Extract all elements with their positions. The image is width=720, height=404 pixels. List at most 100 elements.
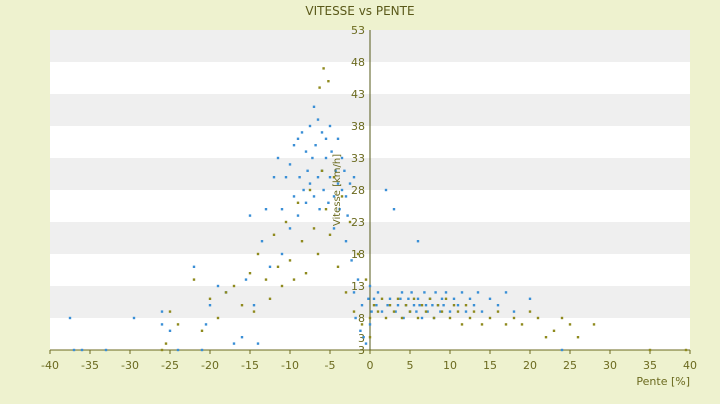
scatter-point — [288, 227, 292, 230]
scatter-point — [80, 348, 84, 352]
scatter-point — [362, 336, 365, 339]
scatter-point — [244, 278, 248, 281]
scatter-point — [426, 310, 429, 313]
scatter-point — [464, 304, 468, 307]
scatter-point — [200, 329, 204, 332]
y-tick-label: 3 — [358, 332, 365, 345]
scatter-point — [160, 310, 164, 313]
scatter-point — [399, 297, 402, 300]
scatter-point — [292, 278, 296, 281]
scatter-point — [396, 297, 400, 300]
scatter-point — [432, 316, 436, 320]
scatter-point — [296, 137, 300, 140]
scatter-point — [164, 342, 168, 345]
scatter-point — [308, 188, 312, 192]
x-tick-label: 15 — [483, 359, 497, 372]
x-tick-label: -10 — [281, 359, 299, 372]
scatter-point — [352, 291, 356, 294]
scatter-point — [324, 208, 328, 211]
x-tick-label: -20 — [201, 359, 219, 372]
scatter-point — [528, 310, 532, 313]
scatter-point — [512, 316, 516, 320]
scatter-point — [360, 304, 364, 307]
scatter-point — [344, 195, 348, 198]
scatter-point — [402, 316, 405, 320]
scatter-point — [272, 233, 276, 236]
scatter-point — [232, 342, 236, 345]
scatter-point — [352, 176, 356, 179]
scatter-point — [434, 291, 437, 294]
scatter-point — [322, 67, 325, 70]
scatter-point — [367, 297, 370, 300]
scatter-point — [384, 316, 388, 320]
scatter-point — [423, 291, 426, 294]
scatter-point — [72, 348, 76, 352]
scatter-point — [356, 252, 360, 256]
scatter-point — [276, 265, 280, 268]
y-tick-label: 13 — [351, 280, 365, 293]
scatter-point — [576, 336, 580, 339]
scatter-point — [338, 208, 341, 211]
scatter-point — [460, 291, 464, 294]
scatter-point — [312, 105, 316, 108]
x-tick-label: 20 — [523, 359, 537, 372]
scatter-point — [280, 208, 284, 211]
scatter-point — [348, 220, 352, 224]
scatter-point — [354, 316, 357, 320]
scatter-point — [288, 259, 292, 262]
scatter-point — [440, 310, 444, 313]
scatter-point — [334, 169, 337, 172]
scatter-point — [544, 336, 548, 339]
scatter-point — [436, 304, 440, 307]
x-tick-label: 40 — [683, 359, 697, 372]
scatter-point — [272, 176, 276, 179]
scatter-point — [448, 310, 452, 313]
scatter-point — [496, 310, 500, 313]
x-tick-label: -35 — [81, 359, 99, 372]
scatter-point — [404, 304, 408, 307]
x-tick-label: -25 — [161, 359, 179, 372]
x-tick-label: -40 — [41, 359, 59, 372]
scatter-point — [364, 278, 368, 281]
scatter-point — [344, 240, 348, 243]
scatter-point — [296, 201, 300, 204]
scatter-point — [284, 220, 288, 224]
scatter-point — [592, 323, 596, 326]
scatter-point — [324, 156, 328, 160]
scatter-point — [444, 291, 448, 294]
x-tick-label: -5 — [325, 359, 336, 372]
scatter-point — [456, 304, 460, 307]
scatter-point — [464, 310, 468, 313]
scatter-point — [424, 304, 428, 307]
scatter-point — [288, 163, 292, 166]
scatter-point — [316, 252, 320, 256]
scatter-point — [394, 310, 397, 313]
scatter-point — [216, 316, 220, 320]
scatter-point — [176, 323, 180, 326]
x-tick-label: 0 — [367, 359, 374, 372]
scatter-point — [439, 310, 442, 313]
scatter-point — [359, 329, 362, 332]
scatter-point — [320, 131, 324, 134]
scatter-point — [343, 169, 346, 172]
scatter-point — [160, 323, 164, 326]
scatter-point — [264, 278, 268, 281]
x-tick-label: 30 — [603, 359, 617, 372]
scatter-point — [396, 304, 400, 307]
scatter-point — [252, 304, 256, 307]
scatter-point — [252, 310, 256, 313]
scatter-point — [560, 348, 564, 352]
y-tick-label: 48 — [351, 56, 365, 69]
data-points — [68, 67, 688, 352]
scatter-point — [296, 214, 300, 217]
y-tick-label: 3 — [358, 344, 365, 357]
scatter-point — [240, 336, 244, 339]
scatter-point — [504, 323, 508, 326]
scatter-point — [375, 304, 378, 307]
scatter-point — [568, 323, 572, 326]
scatter-point — [428, 297, 432, 300]
scatter-point — [418, 304, 421, 307]
scatter-point — [360, 323, 364, 326]
scatter-point — [452, 304, 456, 307]
